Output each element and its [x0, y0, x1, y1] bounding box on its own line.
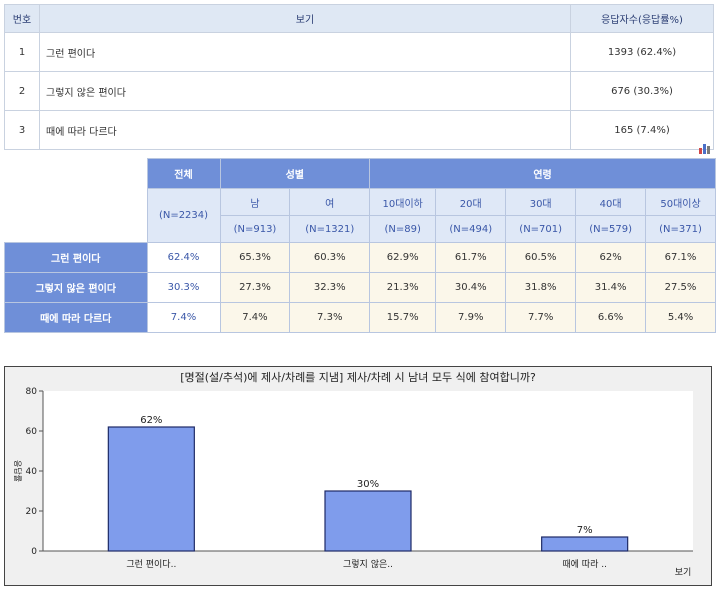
cell-value: 7.3% — [289, 302, 371, 333]
x-axis-label: 보기 — [675, 567, 692, 578]
row-respondents: 676 (30.3%) — [570, 71, 714, 111]
cell-value: 27.3% — [219, 272, 291, 303]
col-label: 40대 — [575, 188, 647, 216]
x-tick-label: 그런 편이다.. — [126, 558, 176, 570]
col-n: (N=89) — [369, 215, 437, 243]
col-n: (N=579) — [575, 215, 647, 243]
row-respondents: 1393 (62.4%) — [570, 32, 714, 72]
header-number: 번호 — [4, 4, 40, 33]
cell-value: 60.5% — [505, 242, 577, 273]
cell-value: 5.4% — [645, 302, 716, 333]
y-tick-label: 60 — [26, 427, 38, 437]
row-option: 그런 편이다 — [39, 32, 571, 72]
cell-value: 62% — [575, 242, 647, 273]
header-option: 보기 — [39, 4, 571, 33]
col-n: (N=371) — [645, 215, 716, 243]
y-tick-label: 0 — [31, 547, 37, 557]
header-total: 전체 — [146, 158, 221, 189]
chart-title: [명절(설/추석)에 제사/차례를 지냄] 제사/차례 시 남녀 모두 식에 참… — [180, 371, 536, 384]
row-option: 때에 따라 다르다 — [39, 110, 571, 150]
cell-value: 21.3% — [369, 272, 437, 303]
data-label: 62% — [140, 415, 162, 426]
col-label: 30대 — [505, 188, 577, 216]
crosstab-section: 전체 성별 연령 (N=2234) 남 여 10대이하 20대 30대 40대 … — [4, 144, 716, 333]
cell-value: 60.3% — [289, 242, 371, 273]
cell-value: 61.7% — [435, 242, 507, 273]
bar — [324, 490, 412, 552]
row-number: 1 — [4, 32, 40, 72]
cell-value: 32.3% — [289, 272, 371, 303]
cell-total: 62.4% — [146, 242, 221, 273]
col-n: (N=701) — [505, 215, 577, 243]
cell-value: 67.1% — [645, 242, 716, 273]
y-axis-label: 응답률 — [13, 460, 23, 482]
crosstab-row: 그렇지 않은 편이다 30.3% 27.3% 32.3% 21.3% 30.4% 31.8%… — [4, 272, 716, 303]
row-label: 때에 따라 다르다 — [4, 302, 148, 333]
cell-value: 7.7% — [505, 302, 577, 333]
col-n: (N=1321) — [289, 215, 371, 243]
x-tick-label: 그렇지 않은.. — [343, 559, 393, 570]
row-respondents: 165 (7.4%) — [570, 110, 714, 150]
summary-row: 3 때에 따라 다르다 165 (7.4%) — [4, 110, 714, 150]
data-label: 7% — [577, 525, 593, 536]
y-tick-label: 20 — [26, 507, 38, 517]
cell-value: 31.4% — [575, 272, 647, 303]
header-age: 연령 — [369, 158, 716, 189]
cell-value: 7.9% — [435, 302, 507, 333]
cell-value: 62.9% — [369, 242, 437, 273]
col-n: (N=913) — [219, 215, 291, 243]
cell-total: 30.3% — [146, 272, 221, 303]
col-label: 20대 — [435, 188, 507, 216]
crosstab-table: 전체 성별 연령 (N=2234) 남 여 10대이하 20대 30대 40대 … — [4, 158, 716, 333]
cell-value: 7.4% — [219, 302, 291, 333]
response-chart: [명절(설/추석)에 제사/차례를 지냄] 제사/차례 시 남녀 모두 식에 참… — [4, 366, 712, 586]
x-tick-label: 때에 따라 .. — [562, 559, 607, 570]
row-label: 그런 편이다 — [4, 242, 148, 273]
cell-value: 30.4% — [435, 272, 507, 303]
row-number: 2 — [4, 71, 40, 111]
row-number: 3 — [4, 110, 40, 150]
cell-value: 31.8% — [505, 272, 577, 303]
cell-value: 6.6% — [575, 302, 647, 333]
header-respondents: 응답자수(응답률%) — [570, 4, 714, 33]
bar — [541, 536, 629, 552]
y-tick-label: 80 — [26, 387, 38, 397]
cell-value: 65.3% — [219, 242, 291, 273]
bar — [107, 426, 195, 552]
summary-table: 번호 보기 응답자수(응답률%) 1 그런 편이다 1393 (62.4%) 2 그렇지… — [4, 4, 714, 150]
row-option: 그렇지 않은 편이다 — [39, 71, 571, 111]
col-label: 남 — [219, 188, 291, 216]
crosstab-row: 때에 따라 다르다 7.4% 7.4% 7.3% 15.7% 7.9% 7.7% 6.6% 5.… — [4, 302, 716, 333]
crosstab-row: 그런 편이다 62.4% 65.3% 60.3% 62.9% 61.7% 60.5% 62% 6… — [4, 242, 716, 273]
header-gender: 성별 — [219, 158, 371, 189]
col-label: 50대이상 — [645, 188, 716, 216]
data-label: 30% — [357, 479, 379, 490]
y-tick-label: 40 — [26, 467, 38, 477]
cell-value: 15.7% — [369, 302, 437, 333]
col-n: (N=494) — [435, 215, 507, 243]
col-label: 10대이하 — [369, 188, 437, 216]
chart-canvas: [명절(설/추석)에 제사/차례를 지냄] 제사/차례 시 남녀 모두 식에 참… — [13, 371, 693, 578]
bar-chart-icon[interactable] — [698, 142, 712, 154]
summary-row: 2 그렇지 않은 편이다 676 (30.3%) — [4, 71, 714, 111]
cell-value: 27.5% — [645, 272, 716, 303]
row-label: 그렇지 않은 편이다 — [4, 272, 148, 303]
summary-row: 1 그런 편이다 1393 (62.4%) — [4, 32, 714, 72]
col-label: 여 — [289, 188, 371, 216]
total-n: (N=2234) — [146, 188, 221, 243]
cell-total: 7.4% — [146, 302, 221, 333]
